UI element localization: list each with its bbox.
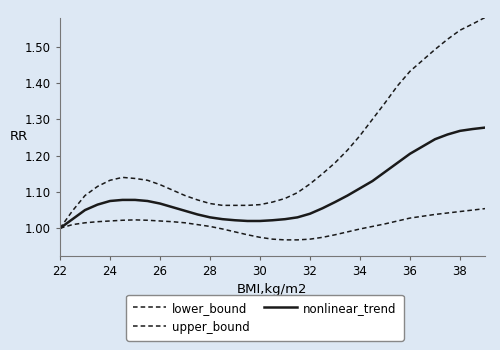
Y-axis label: RR: RR	[10, 130, 29, 143]
Legend: lower_bound, upper_bound, nonlinear_trend: lower_bound, upper_bound, nonlinear_tren…	[126, 295, 404, 341]
X-axis label: BMI,kg/m2: BMI,kg/m2	[238, 283, 308, 296]
